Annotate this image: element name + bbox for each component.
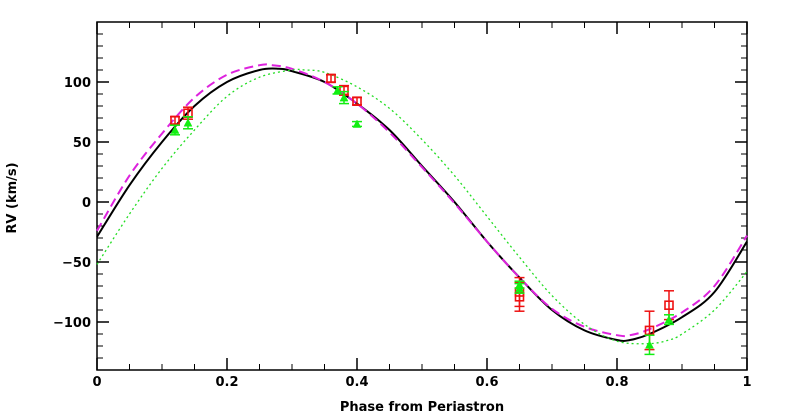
- data-points: [170, 73, 674, 356]
- x-tick-label: 0.6: [475, 375, 498, 390]
- y-tick-label: −100: [53, 316, 91, 331]
- y-tick-label: 50: [73, 136, 91, 151]
- y-tick-label: 100: [64, 76, 91, 91]
- x-tick-label: 0.8: [605, 375, 628, 390]
- x-tick-label: 0.2: [215, 375, 238, 390]
- data-point-triangle: [339, 93, 349, 102]
- data-point-triangle: [352, 119, 362, 128]
- data-point-triangle: [645, 340, 654, 349]
- model-curve-solid: [96, 67, 748, 342]
- model-curves: [96, 63, 748, 345]
- data-point-triangle: [170, 125, 180, 134]
- y-tick-label: 0: [82, 196, 91, 211]
- x-tick-label: 1: [742, 375, 751, 390]
- data-point-triangle: [515, 280, 524, 289]
- data-point-triangle: [183, 118, 193, 127]
- x-axis-title: Phase from Periastron: [340, 400, 504, 415]
- y-axis-title: RV (km/s): [5, 162, 20, 233]
- model-curve-dotted: [96, 68, 748, 345]
- y-tick-label: −50: [62, 256, 91, 271]
- data-point-square: [644, 325, 655, 336]
- tick-labels: 0 0.2 0.4 0.6 0.8 1 −100 −50 0 50 100: [53, 76, 752, 390]
- x-tick-label: 0: [92, 375, 101, 390]
- x-tick-label: 0.4: [345, 375, 368, 390]
- data-point-square: [352, 96, 362, 106]
- data-point-square: [326, 73, 336, 84]
- model-curve-dashed: [96, 63, 748, 338]
- axis-ticks: [96, 22, 748, 370]
- data-point-triangle: [664, 315, 674, 324]
- data-point-square: [664, 300, 674, 311]
- data-point-square: [170, 115, 180, 126]
